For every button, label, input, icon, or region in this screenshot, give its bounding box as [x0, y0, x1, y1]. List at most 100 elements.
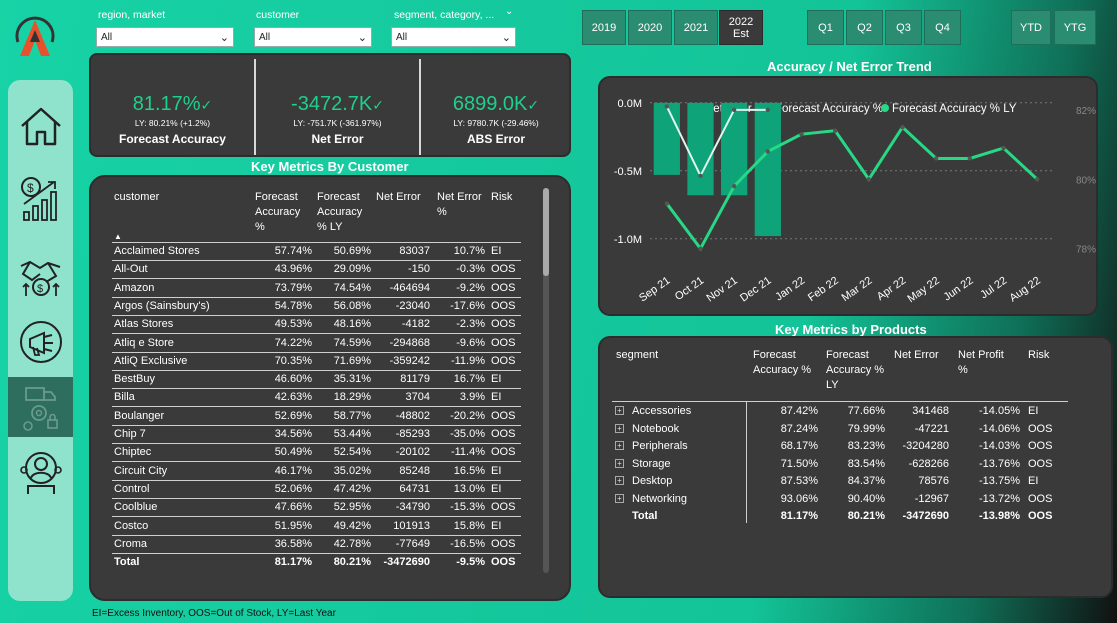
table-row[interactable]: Chip 7 34.56% 53.44% -85293 -35.0% OOS: [112, 426, 521, 444]
column-header-risk[interactable]: Risk: [1028, 349, 1050, 361]
table-cell: 42.78%: [333, 537, 371, 550]
table-cell: Circuit City: [114, 464, 168, 477]
year-button-2020[interactable]: 2020: [628, 10, 672, 45]
table-row[interactable]: Boulanger 52.69% 58.77% -48802 -20.2% OOS: [112, 408, 521, 426]
table-cell: 57.74%: [274, 245, 312, 257]
table-cell: 87.42%: [780, 405, 818, 417]
table-cell: Peripherals: [632, 440, 688, 452]
year-button-2022-est[interactable]: 2022 Est: [719, 10, 763, 45]
table-row[interactable]: Control 52.06% 47.42% 64731 13.0% EI: [112, 481, 521, 499]
column-header-segment[interactable]: segment: [616, 349, 659, 361]
slicer-region-dropdown[interactable]: All ⌄: [96, 27, 234, 47]
table-cell: 64731: [399, 482, 430, 495]
column-header-net-error-pct[interactable]: Net Error %: [437, 191, 482, 218]
table-row[interactable]: + Storage 71.50% 83.54% -628266 -13.76% OOS: [612, 456, 1070, 473]
slicer-region-label: region, market: [98, 9, 166, 21]
table-row[interactable]: + Notebook 87.24% 79.99% -47221 -14.06% OOS: [612, 421, 1070, 438]
nav-executive[interactable]: [8, 442, 73, 502]
table-row[interactable]: Acclaimed Stores 57.74% 50.69% 83037 10.7% EI: [112, 243, 521, 261]
table-cell: EI: [1028, 475, 1039, 487]
chevron-down-icon[interactable]: ⌄: [505, 6, 514, 17]
table-cell: -4182: [401, 318, 430, 331]
accuracy-line-point: [698, 173, 703, 178]
expand-icon[interactable]: +: [615, 423, 624, 433]
nav-supply-chain[interactable]: [8, 377, 73, 437]
table-row[interactable]: + Accessories 87.42% 77.66% 341468 -14.05% EI: [612, 403, 1070, 420]
slicer-segment-dropdown[interactable]: All ⌄: [391, 27, 516, 47]
table-row[interactable]: Costco 51.95% 49.42% 101913 15.8% EI: [112, 518, 521, 536]
quarter-button-q2[interactable]: Q2: [846, 10, 883, 45]
nav-finance[interactable]: $: [8, 168, 73, 228]
slicer-customer-dropdown[interactable]: All ⌄: [254, 27, 372, 47]
table-cell: 71.69%: [333, 354, 371, 367]
table-cell: 10.7%: [453, 245, 485, 257]
table-row[interactable]: Circuit City 46.17% 35.02% 85248 16.5% EI: [112, 463, 521, 481]
table-row[interactable]: + Desktop 87.53% 84.37% 78576 -13.75% EI: [612, 473, 1070, 490]
table-row[interactable]: AtliQ Exclusive 70.35% 71.69% -359242 -11.9%…: [112, 353, 521, 371]
table-cell: 90.40%: [847, 492, 885, 505]
customer-table-scroll-thumb[interactable]: [543, 188, 549, 276]
column-header-net-error[interactable]: Net Error: [894, 349, 939, 361]
kpi-abs-error: 6899.0K✓ LY: 9780.7K (-29.46%) ABS Error: [421, 55, 571, 155]
nav-sales[interactable]: $: [8, 245, 73, 305]
table-cell: 18.29%: [333, 391, 371, 404]
table-row[interactable]: Atliq e Store 74.22% 74.59% -294868 -9.6% OOS: [112, 335, 521, 353]
table-cell: 3.9%: [459, 391, 485, 404]
quarter-button-q1[interactable]: Q1: [807, 10, 844, 45]
table-row[interactable]: Atlas Stores 49.53% 48.16% -4182 -2.3% OOS: [112, 316, 521, 335]
ytg-button[interactable]: YTG: [1054, 10, 1096, 45]
table-cell: -34790: [395, 501, 430, 514]
table-row[interactable]: All-Out 43.96% 29.09% -150 -0.3% OOS: [112, 261, 521, 280]
quarter-button-q3[interactable]: Q3: [885, 10, 922, 45]
table-cell: 13.0%: [453, 482, 485, 495]
accuracy-ly-line-point: [765, 149, 771, 154]
table-cell: OOS: [491, 263, 516, 276]
nav-marketing[interactable]: [8, 312, 73, 372]
y-tick-label: 0.0M: [618, 98, 642, 110]
table-cell: 87.53%: [780, 475, 818, 487]
kpi-ly: LY: 80.21% (+1.2%): [134, 118, 211, 128]
table-cell: OOS: [491, 537, 516, 550]
table-cell: Boulanger: [114, 409, 165, 422]
column-header-forecast-accuracy[interactable]: Forecast Accuracy %: [255, 191, 301, 233]
x-tick-label: Jun 22: [942, 275, 976, 304]
y2-tick-label: 78%: [1076, 245, 1096, 256]
expand-icon[interactable]: +: [615, 476, 624, 485]
customer-table-panel: [89, 175, 571, 601]
nav-home[interactable]: [8, 96, 73, 156]
table-cell: 3704: [405, 391, 430, 404]
column-header-net-profit-pct[interactable]: Net Profit %: [958, 349, 1004, 376]
table-row[interactable]: Croma 36.58% 42.78% -77649 -16.5% OOS: [112, 536, 521, 554]
column-header-net-error[interactable]: Net Error: [376, 191, 421, 203]
year-button-2019[interactable]: 2019: [582, 10, 626, 45]
expand-icon[interactable]: +: [615, 458, 624, 468]
year-button-2021[interactable]: 2021: [674, 10, 718, 45]
table-row[interactable]: BestBuy 46.60% 35.31% 81179 16.7% EI: [112, 371, 521, 390]
accuracy-ly-line-point: [967, 156, 973, 161]
table-row[interactable]: + Peripherals 68.17% 83.23% -3204280 -14.03% O…: [612, 438, 1070, 455]
expand-icon[interactable]: +: [615, 406, 624, 415]
table-cell: -13.72%: [979, 492, 1020, 505]
expand-icon[interactable]: +: [615, 441, 624, 450]
table-row[interactable]: Billa 42.63% 18.29% 3704 3.9% EI: [112, 389, 521, 408]
table-row[interactable]: Chiptec 50.49% 52.54% -20102 -11.4% OOS: [112, 444, 521, 463]
table-row[interactable]: Coolblue 47.66% 52.95% -34790 -15.3% OOS: [112, 499, 521, 518]
table-row[interactable]: Amazon 73.79% 74.54% -464694 -9.2% OOS: [112, 280, 521, 298]
column-header-customer[interactable]: customer: [114, 191, 160, 203]
column-header-forecast-accuracy[interactable]: Forecast Accuracy %: [753, 349, 812, 376]
table-cell: 36.58%: [274, 537, 312, 550]
expand-icon[interactable]: +: [615, 493, 624, 503]
ytd-button[interactable]: YTD: [1011, 10, 1051, 45]
table-cell: OOS: [1028, 440, 1053, 452]
quarter-button-q4[interactable]: Q4: [924, 10, 961, 45]
table-row[interactable]: Argos (Sainsbury's) 54.78% 56.08% -23040 -17…: [112, 298, 521, 316]
sort-ascending-icon[interactable]: ▲: [114, 232, 122, 241]
table-cell: 71.50%: [780, 457, 818, 470]
column-header-forecast-accuracy-ly[interactable]: Forecast Accuracy % LY: [317, 191, 363, 233]
finance-growth-icon: $: [20, 177, 57, 221]
table-cell: -9.5%: [456, 556, 485, 569]
column-header-risk[interactable]: Risk: [491, 191, 513, 203]
column-header-forecast-accuracy-ly[interactable]: Forecast Accuracy % LY: [826, 349, 885, 391]
customer-table-scrollbar[interactable]: [543, 188, 549, 573]
table-row[interactable]: + Networking 93.06% 90.40% -12967 -13.72% OOS: [612, 491, 1070, 508]
